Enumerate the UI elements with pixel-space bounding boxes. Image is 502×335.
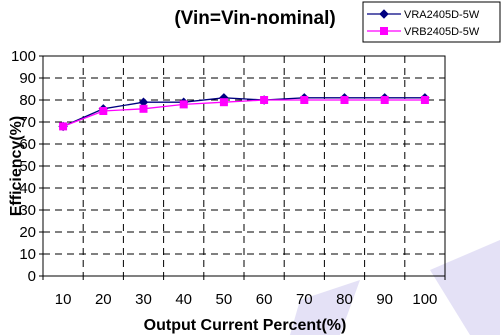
series-2-point xyxy=(380,96,389,104)
x-tick-label: 50 xyxy=(216,291,233,308)
grid xyxy=(43,56,445,276)
y-tick-label: 30 xyxy=(19,202,36,219)
y-tick-label: 0 xyxy=(28,268,36,285)
legend-swatch-marker xyxy=(380,27,388,35)
series-2-point xyxy=(179,100,188,109)
legend-label: VRA2405D-5W xyxy=(404,9,480,21)
y-tick-label: 90 xyxy=(19,70,36,87)
y-tick-label: 10 xyxy=(19,246,36,263)
series-2-point xyxy=(260,96,269,104)
legend-swatch-marker xyxy=(379,9,389,19)
series-2-point xyxy=(300,96,309,104)
series-2-point xyxy=(59,122,68,131)
series-2-point xyxy=(420,96,429,104)
x-tick-label: 80 xyxy=(336,291,353,308)
y-axis-label: Efficiency(%) xyxy=(8,116,25,216)
y-tick-label: 40 xyxy=(19,180,36,197)
y-tick-label: 70 xyxy=(19,114,36,131)
x-tick-label: 90 xyxy=(376,291,393,308)
series-2-point xyxy=(340,96,349,104)
legend-label: VRB2405D-5W xyxy=(404,26,480,38)
y-tick-label: 20 xyxy=(19,224,36,241)
series-1-line xyxy=(62,97,425,127)
x-tick-label: 40 xyxy=(175,291,192,308)
legend: VRA2405D-5W VRB2405D-5W xyxy=(362,1,501,43)
legend-box xyxy=(362,1,501,43)
x-axis: 10 20 30 40 50 60 70 80 90 100 xyxy=(42,276,446,308)
watermark xyxy=(290,240,500,335)
x-tick-label: 30 xyxy=(135,291,152,308)
x-tick-label: 20 xyxy=(95,291,112,308)
x-tick-label: 100 xyxy=(412,291,437,308)
y-tick-label: 50 xyxy=(19,158,36,175)
y-tick-label: 80 xyxy=(19,92,36,109)
x-tick-label: 10 xyxy=(55,291,72,308)
y-tick-label: 100 xyxy=(11,48,36,65)
series-2-point xyxy=(219,98,228,107)
y-axis: 0 10 20 30 40 50 60 70 80 90 100 xyxy=(11,48,43,285)
chart-title: (Vin=Vin-nominal) xyxy=(174,8,335,29)
x-tick-label: 60 xyxy=(256,291,273,308)
series-2-point xyxy=(99,107,108,115)
y-tick-label: 60 xyxy=(19,136,36,153)
x-tick-label: 70 xyxy=(296,291,313,308)
x-axis-label: Output Current Percent(%) xyxy=(144,317,347,334)
series-layer xyxy=(58,93,430,132)
series-2-line xyxy=(62,99,425,128)
series-2-point xyxy=(139,104,148,113)
